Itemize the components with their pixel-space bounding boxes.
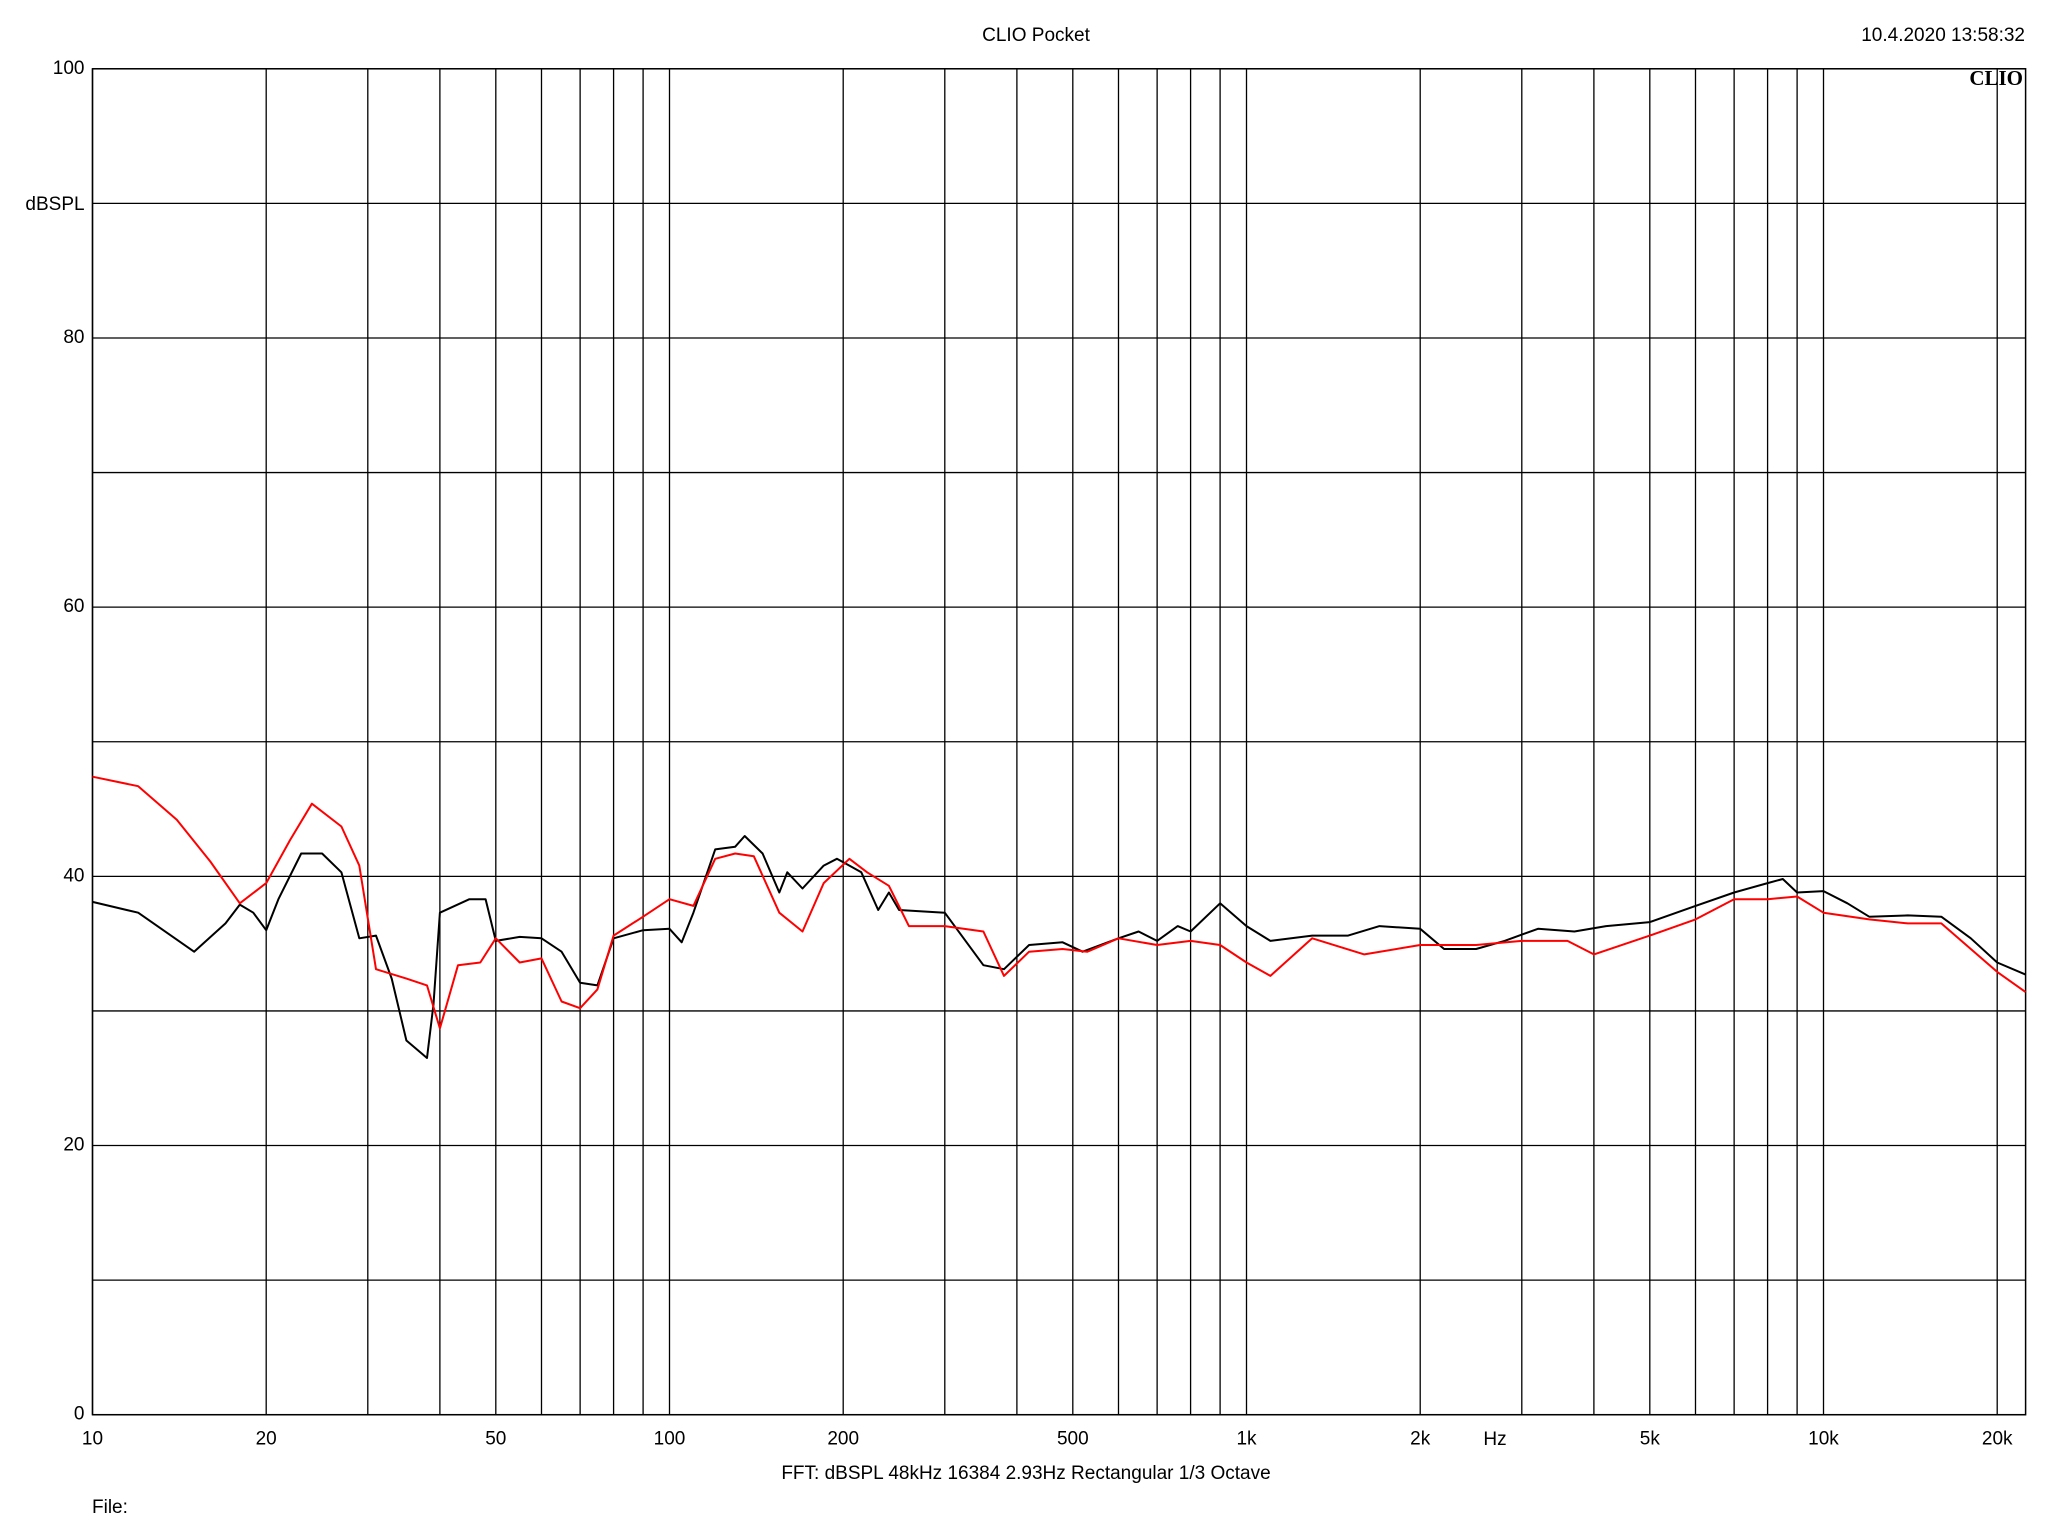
x-tick-label: 100: [654, 1429, 686, 1450]
plot-frame: [91, 68, 2027, 1416]
x-tick-label: 5k: [1640, 1429, 1661, 1450]
x-axis-label: Hz: [1483, 1429, 1506, 1450]
x-tick-label: 10: [82, 1429, 103, 1450]
y-tick-label: 60: [63, 596, 84, 617]
x-tick-label: 20k: [1982, 1429, 2013, 1450]
x-tick-label: 500: [1057, 1429, 1089, 1450]
series-line: [92, 775, 2027, 1030]
file-label: File:: [92, 1497, 128, 1518]
y-axis-label: dBSPL: [25, 194, 84, 215]
x-tick-label: 20: [256, 1429, 277, 1450]
series-line: [92, 835, 2026, 1059]
y-tick-label: 40: [63, 865, 84, 886]
x-tick-label: 200: [827, 1429, 859, 1450]
logo: CLIO: [1969, 66, 2023, 90]
y-tick-label: 0: [74, 1404, 85, 1425]
y-tick-label: 100: [53, 58, 85, 79]
x-tick-label: 50: [485, 1429, 506, 1450]
chart-title: CLIO Pocket: [982, 25, 1090, 46]
timestamp: 10.4.2020 13:58:32: [1861, 25, 2025, 46]
y-tick-label: 80: [63, 327, 84, 348]
footer: FFT: dBSPL 48kHz 16384 2.93Hz Rectangula…: [781, 1463, 1270, 1484]
x-tick-label: 10k: [1808, 1429, 1839, 1450]
x-tick-label: 2k: [1410, 1429, 1431, 1450]
y-tick-label: 20: [63, 1135, 84, 1156]
x-tick-label: 1k: [1236, 1429, 1257, 1450]
